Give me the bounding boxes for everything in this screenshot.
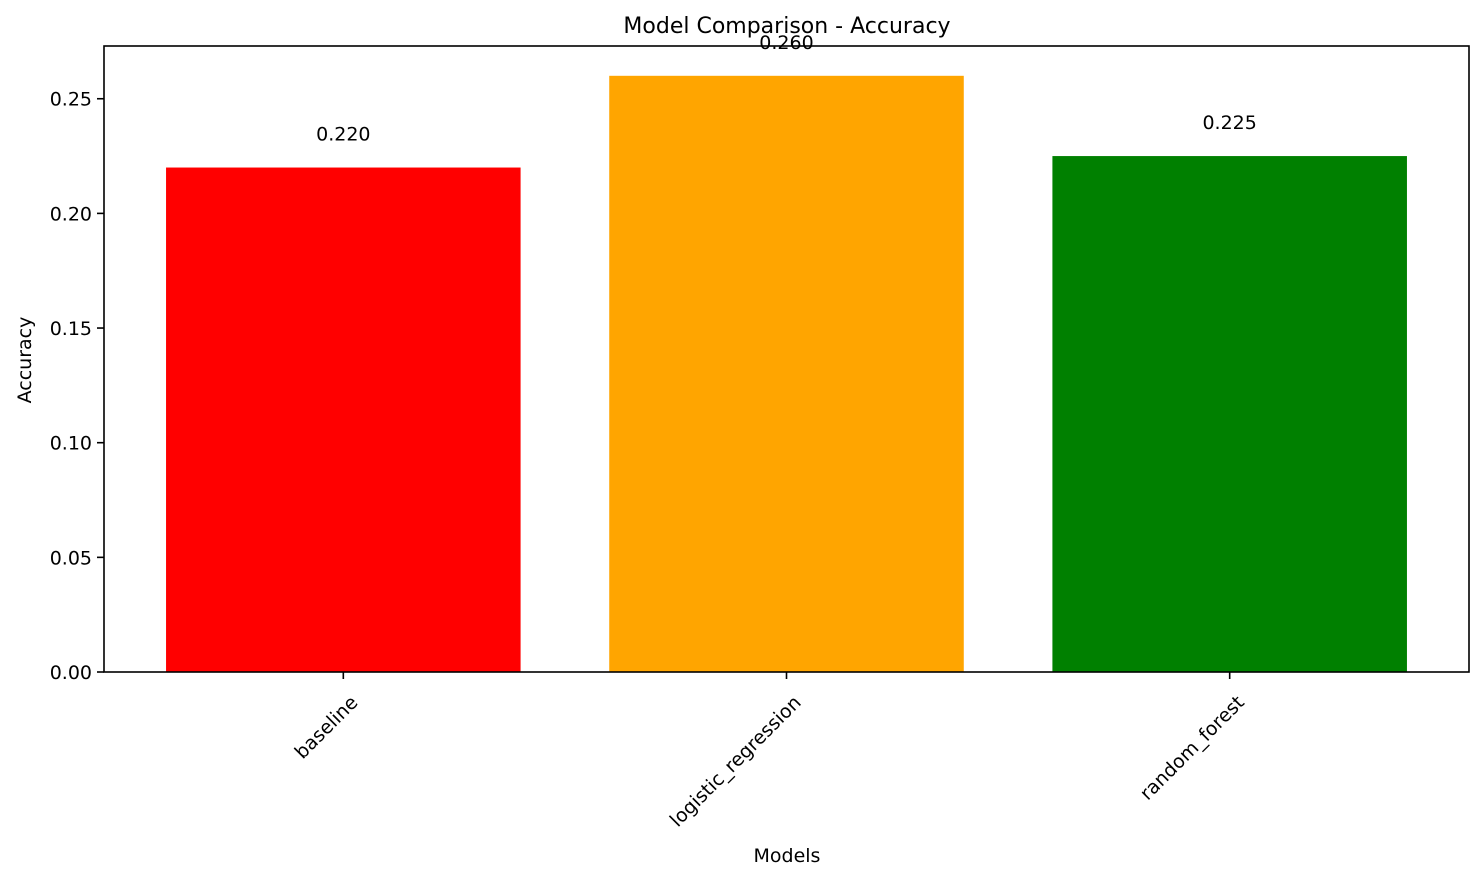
value-label-logistic-regression: 0.260 [759, 32, 813, 54]
value-labels-layer: 0.220 0.260 0.225 [316, 32, 1257, 146]
y-tick-label: 0.05 [50, 547, 92, 569]
plot-frame [103, 45, 1470, 673]
bars-layer [166, 75, 1407, 673]
y-tick-label: 0.25 [50, 89, 92, 111]
x-axis-label: Models [754, 845, 821, 867]
bar-baseline [166, 167, 521, 672]
chart-title: Model Comparison - Accuracy [623, 14, 950, 39]
y-axis: 0.00 0.05 0.10 0.15 0.20 0.25 [50, 89, 104, 684]
y-tick-label: 0.00 [50, 662, 92, 684]
bar-random-forest [1052, 156, 1407, 673]
value-label-random-forest: 0.225 [1202, 112, 1256, 134]
bar-logistic-regression [609, 75, 964, 673]
y-tick-label: 0.10 [50, 433, 92, 455]
value-label-baseline: 0.220 [316, 124, 370, 146]
y-axis-label: Accuracy [14, 317, 36, 404]
y-tick-label: 0.20 [50, 203, 92, 225]
y-tick-label: 0.15 [50, 318, 92, 340]
